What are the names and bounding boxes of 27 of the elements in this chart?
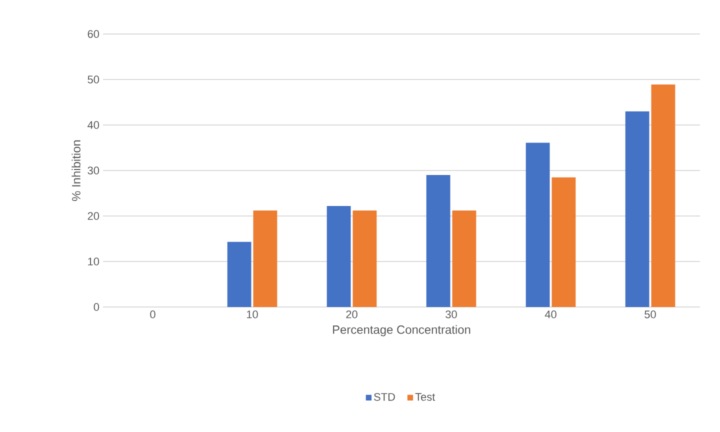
x-axis-title: Percentage Concentration	[333, 325, 470, 336]
x-tick-label: 20	[346, 310, 358, 318]
bar	[526, 142, 550, 307]
y-axis-title: % Inhibition	[72, 140, 80, 201]
bar	[326, 206, 351, 307]
bar	[426, 175, 450, 307]
legend-label: STD	[374, 393, 395, 401]
legend-label: Test	[415, 393, 436, 401]
y-tick-label: 20	[88, 212, 100, 220]
y-tick-label: 40	[88, 121, 100, 129]
bar	[253, 210, 278, 307]
y-tick-label: 0	[94, 303, 100, 311]
y-tick-label: 30	[88, 166, 100, 174]
x-tick-label: 30	[446, 310, 457, 318]
bar	[227, 242, 252, 307]
bar	[352, 210, 377, 307]
x-tick-label: 0	[150, 310, 156, 318]
bar	[552, 177, 576, 307]
y-tick-label: 10	[88, 258, 100, 266]
x-tick-label: 10	[246, 310, 258, 318]
bar	[625, 111, 650, 307]
y-tick-label: 60	[88, 30, 100, 38]
x-tick-label: 50	[644, 310, 656, 318]
bar	[651, 84, 676, 307]
y-tick-label: 50	[88, 76, 100, 84]
x-tick-label: 40	[544, 310, 556, 318]
bar	[452, 210, 476, 307]
